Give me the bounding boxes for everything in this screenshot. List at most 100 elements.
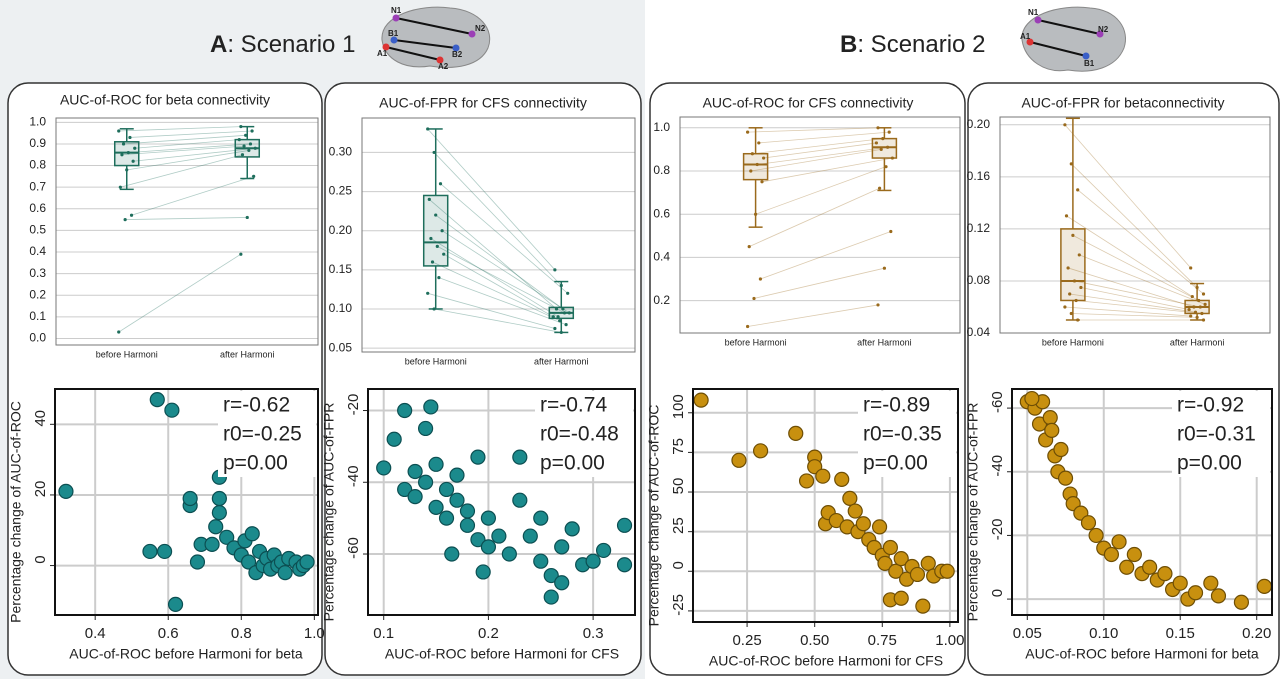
pair-line [434,308,562,333]
scatter-point [244,526,260,542]
x-tick-label: 0.75 [868,632,897,649]
pair-line [1064,124,1192,269]
panel-letter: B [840,31,857,58]
annotation: r0=-0.31 [1177,423,1256,446]
y-tick-label: 0.2 [653,293,670,307]
jitter-point [879,147,883,151]
jitter-point [874,141,879,145]
y-tick-label: 0 [670,561,687,569]
scatter-point [1172,575,1188,591]
y-tick-label: 20 [32,481,49,498]
scatter-point [189,554,206,570]
jitter-point [1071,233,1075,238]
pair-line [432,261,560,322]
pair-line [761,157,893,183]
scatter-point [386,431,402,447]
panel-title: A: Scenario 1 [210,31,355,58]
jitter-point [1197,298,1201,303]
pair-line [1069,293,1196,313]
scatter-point [888,563,904,579]
scatter-point [871,519,888,535]
annotation-box [858,391,956,477]
annotation: p=0.00 [863,452,928,475]
jitter-point [250,129,254,133]
x-tick-label: 0.4 [85,625,106,642]
y-tick-label: -60 [989,391,1006,413]
y-axis-label: Percentage change of AUC-of-ROC [646,405,662,627]
scatter-point [1187,585,1204,601]
plot-frame [367,388,636,616]
jitter-point [758,277,763,281]
jitter-point [247,148,251,153]
jitter-point [881,137,885,141]
electrode-label: N1 [391,6,402,15]
y-tick-label: 40 [32,410,49,427]
electrode-link [1037,19,1101,35]
scatter-point [459,503,476,519]
scatter-point [449,467,465,483]
y-tick-label: -40 [989,455,1006,477]
jitter-point [1068,292,1072,296]
y-tick-label: 1.0 [29,114,46,128]
annotation: p=0.00 [223,452,288,475]
pair-line [129,130,253,138]
chart-title: AUC-of-ROC for beta connectivity [60,92,270,108]
jitter-point [253,146,257,150]
jitter-point [1063,305,1067,309]
jitter-point [1076,188,1080,192]
pair-line [433,152,562,286]
scatter-point [815,468,831,484]
pair-line [429,199,557,310]
y-tick-label: 0.8 [653,163,670,177]
scatter-point [470,532,486,548]
pair-line [1079,254,1206,305]
scatter-point [585,553,601,569]
jitter-point [746,324,750,329]
electrode-label: N2 [1098,25,1109,34]
pair-line [427,292,555,329]
scatter-point [1080,515,1097,531]
scatter-point [1256,578,1272,594]
box [871,137,898,159]
pair-line [1071,313,1198,318]
x-tick-label: 0.25 [732,632,761,649]
pair-line [1066,215,1193,297]
scatter-point [1053,441,1069,458]
jitter-point [551,315,555,319]
y-axis-label: Percentage change of AUC-of-FPR [965,403,981,622]
y-tick-label: 0.20 [329,223,353,237]
jitter-point [567,311,571,315]
scatter-point [299,554,315,570]
scatter-point [877,555,893,571]
y-tick-label: 0.9 [29,136,46,150]
x-tick-label: 0.2 [478,625,499,642]
scatter-point [595,542,612,559]
scatter-point [939,563,955,579]
panel-title-text: : Scenario 1 [227,31,355,58]
pair-line [430,238,559,318]
scatter-point [533,510,549,526]
x-tick-label: 0.10 [1089,625,1118,642]
pair-line [760,231,891,280]
jitter-point [242,144,246,148]
scatter-point [480,510,497,526]
plot-frame [54,388,319,616]
annotation-box [218,391,316,477]
annotation: r0=-0.48 [540,423,619,446]
electrode [436,56,444,64]
scatter-point [1042,410,1058,426]
scatter-point [156,543,173,560]
pair-line [440,183,568,294]
y-tick-label: 0.04 [967,325,991,339]
y-tick-label: 0 [32,555,49,563]
scatter-point [834,471,850,487]
jitter-point [118,185,122,189]
scatter-point [397,481,413,498]
pair-line [747,304,879,327]
y-tick-label: -40 [345,465,362,487]
jitter-point [245,215,249,220]
jitter-point [1066,266,1070,270]
jitter-point [554,307,559,311]
scatter-point [1233,594,1250,610]
